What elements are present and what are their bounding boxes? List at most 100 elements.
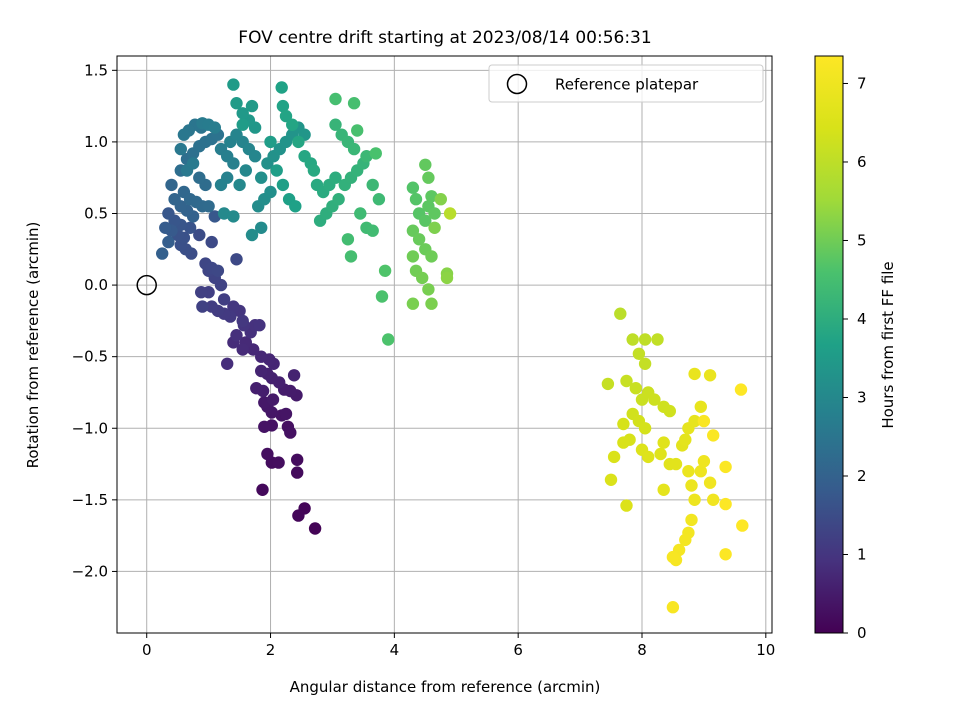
y-tick-label: −1.5 xyxy=(72,491,108,509)
scatter-point xyxy=(211,264,225,277)
scatter-point xyxy=(347,97,361,110)
scatter-point xyxy=(264,185,277,199)
scatter-point xyxy=(230,329,243,342)
scatter-point xyxy=(258,420,271,433)
scatter-point xyxy=(406,297,420,310)
reference-marker-layer xyxy=(136,274,157,296)
scatter-point xyxy=(292,509,305,522)
scatter-point xyxy=(266,393,280,406)
legend-box xyxy=(488,64,764,103)
scatter-point xyxy=(419,214,432,227)
scatter-point xyxy=(434,193,447,206)
y-tick-label: 0.0 xyxy=(84,276,108,294)
scatter-point xyxy=(688,414,701,428)
scatter-point xyxy=(227,78,240,91)
scatter-point xyxy=(688,493,701,506)
scatter-point xyxy=(205,235,218,249)
scatter-point xyxy=(638,333,652,346)
scatter-point xyxy=(236,343,249,356)
scatter-point xyxy=(697,455,711,468)
scatter-point xyxy=(245,228,259,242)
scatter-point xyxy=(347,142,361,156)
scatter-point xyxy=(165,178,178,192)
scatter-point xyxy=(685,479,698,492)
scatter-point xyxy=(354,207,367,220)
scatter-point xyxy=(279,407,293,421)
y-tick-label: 1.5 xyxy=(84,61,108,79)
scatter-point xyxy=(264,135,277,149)
scatter-point xyxy=(654,447,667,461)
colorbar-tick-label: 3 xyxy=(857,388,867,406)
scatter-point xyxy=(341,233,355,246)
scatter-point xyxy=(186,157,200,170)
scatter-point xyxy=(703,476,717,489)
scatter-point xyxy=(227,210,240,223)
scatter-point xyxy=(679,433,692,446)
scatter-point xyxy=(666,601,680,614)
x-axis-label: Angular distance from reference (arcmin) xyxy=(290,678,601,696)
plot-frame xyxy=(116,55,773,634)
y-tick-label: 0.5 xyxy=(84,204,108,222)
scatter-point xyxy=(707,429,720,442)
scatter-point xyxy=(620,499,633,512)
scatter-point xyxy=(332,193,345,206)
scatter-point xyxy=(156,247,169,260)
scatter-point xyxy=(275,81,288,94)
scatter-point xyxy=(291,466,304,479)
scatter-point xyxy=(230,253,243,266)
scatter-point xyxy=(719,497,732,511)
scatter-point xyxy=(440,271,454,285)
colorbar-label: Hours from first FF file xyxy=(879,261,897,428)
scatter-point xyxy=(233,178,246,192)
scatter-point xyxy=(270,164,283,177)
scatter-point xyxy=(369,147,382,160)
scatter-point xyxy=(375,290,389,303)
scatter-point xyxy=(308,522,322,535)
scatter-point xyxy=(601,377,615,391)
legend-entry-label: Reference platepar xyxy=(555,76,699,94)
colorbar-tick-label: 4 xyxy=(857,310,867,328)
scatter-point xyxy=(217,293,231,306)
scatter-point xyxy=(736,519,749,532)
scatter-point xyxy=(412,233,426,246)
scatter-point xyxy=(329,118,342,131)
scatter-point xyxy=(230,97,243,110)
x-axis-ticks: 0 2 4 6 8 10 xyxy=(142,633,775,659)
scatter-point xyxy=(666,550,680,564)
scatter-point xyxy=(366,224,379,237)
scatter-point xyxy=(694,400,707,413)
x-tick-label: 4 xyxy=(390,641,400,659)
scatter-point xyxy=(638,422,652,435)
scatter-point xyxy=(329,171,342,184)
scatter-point xyxy=(227,300,240,313)
scatter-point xyxy=(669,457,683,471)
scatter-point xyxy=(406,224,420,237)
scatter-point xyxy=(344,250,358,263)
scatter-point xyxy=(174,142,187,156)
scatter-point xyxy=(443,207,457,220)
scatter-point xyxy=(378,264,392,277)
x-tick-label: 10 xyxy=(756,641,775,659)
scatter-point xyxy=(657,436,670,449)
scatter-point xyxy=(248,150,262,163)
colorbar-tick-label: 0 xyxy=(857,624,867,642)
scatter-point xyxy=(651,333,664,346)
scatter-point xyxy=(272,456,285,469)
scatter-point xyxy=(239,164,252,177)
colorbar-tick-label: 6 xyxy=(857,153,867,171)
scatter-point xyxy=(617,436,630,449)
scatter-point xyxy=(688,367,701,381)
scatter-point xyxy=(604,473,618,486)
scatter-point xyxy=(227,157,240,170)
scatter-point xyxy=(360,150,373,163)
scatter-point xyxy=(734,383,748,396)
scatter-point xyxy=(276,99,290,113)
scatter-point xyxy=(351,124,364,137)
x-tick-label: 0 xyxy=(142,641,152,659)
scatter-point xyxy=(707,493,720,506)
scatter-point xyxy=(422,171,435,184)
scatter-point xyxy=(629,382,642,395)
reference-platepar-marker xyxy=(136,274,157,296)
scatter-point xyxy=(196,300,209,313)
